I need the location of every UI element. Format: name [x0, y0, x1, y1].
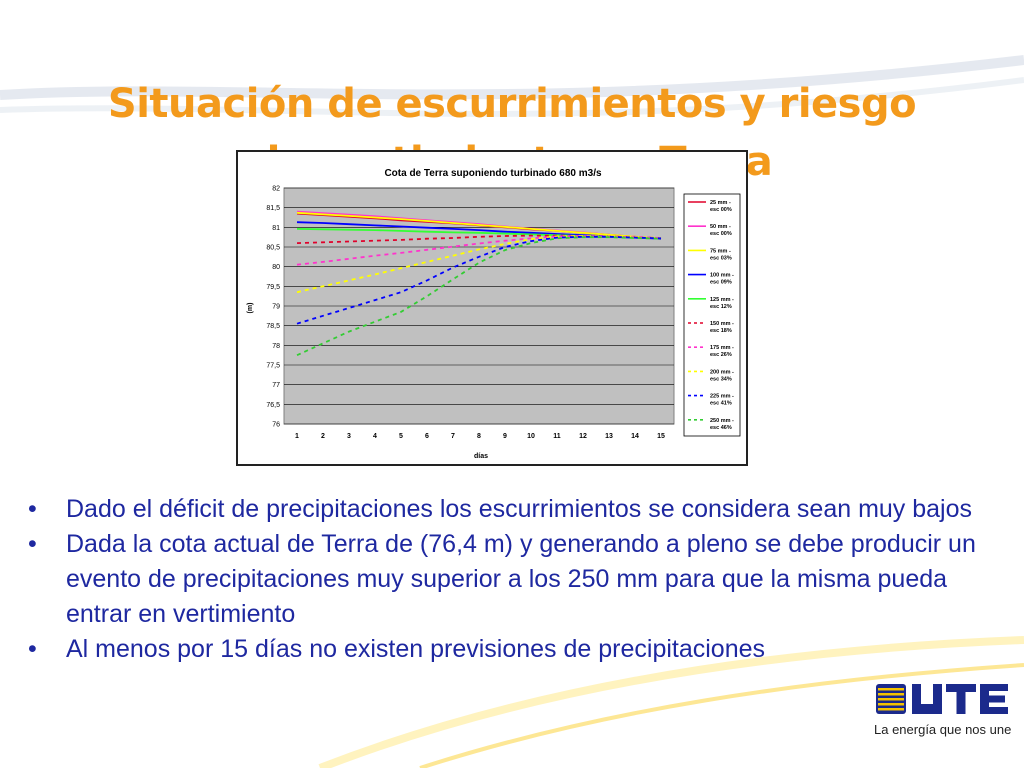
x-tick-label: 8: [477, 433, 481, 440]
chart-title: Cota de Terra suponiendo turbinado 680 m…: [384, 168, 602, 179]
legend-box: [683, 193, 741, 437]
legend-label: 225 mm -esc 41%: [710, 394, 734, 407]
y-tick-label: 79,5: [266, 284, 280, 291]
logo-tagline: La energía que nos une: [874, 722, 1012, 737]
x-axis-label: días: [474, 453, 488, 460]
bullet-glyph: •: [28, 495, 37, 523]
legend-label: 175 mm -esc 26%: [710, 345, 734, 358]
legend-label: 50 mm -esc 00%: [710, 224, 732, 237]
x-tick-label: 13: [605, 433, 613, 440]
y-tick-label: 82: [272, 186, 280, 193]
y-tick-label: 81: [272, 225, 280, 232]
bullet-item: • Dada la cota actual de Terra de (76,4 m…: [28, 527, 1018, 632]
y-tick-label: 80,5: [266, 245, 280, 252]
y-tick-label: 77,5: [266, 363, 280, 370]
series-line: [296, 235, 662, 294]
y-tick-label: 76: [272, 422, 280, 429]
y-axis-label: (m): [247, 303, 254, 314]
y-tick-label: 78: [272, 343, 280, 350]
bullet-glyph: •: [28, 635, 37, 663]
legend-label: 150 mm -esc 18%: [710, 321, 734, 334]
legend-label: 200 mm -esc 34%: [710, 369, 734, 382]
bullet-text: Dado el déficit de precipitaciones los e…: [66, 495, 973, 523]
series-line: [296, 211, 662, 240]
bullet-list: • Dado el déficit de precipitaciones los …: [28, 492, 1018, 667]
x-tick-label: 11: [553, 433, 561, 440]
bullet-glyph: •: [28, 530, 37, 558]
x-tick-label: 3: [347, 433, 351, 440]
bullet-item: • Dado el déficit de precipitaciones los …: [28, 492, 1018, 527]
slide-title-line-1: Situación de escurrimientos y riesgo: [107, 80, 917, 127]
legend-label: 75 mm -esc 03%: [710, 248, 732, 261]
y-tick-label: 79: [272, 304, 280, 311]
x-tick-label: 4: [373, 433, 377, 440]
line-chart: Cota de Terra suponiendo turbinado 680 m…: [247, 168, 741, 460]
y-tick-label: 77: [272, 382, 280, 389]
series-line: [296, 236, 662, 357]
x-tick-label: 1: [295, 433, 299, 440]
bullet-text: Dada la cota actual de Terra de (76,4 m)…: [66, 530, 976, 628]
legend-label: 25 mm -esc 00%: [710, 200, 732, 213]
y-tick-label: 80: [272, 264, 280, 271]
series-line: [296, 235, 662, 325]
x-tick-label: 9: [503, 433, 507, 440]
x-tick-label: 15: [657, 433, 665, 440]
x-tick-label: 6: [425, 433, 429, 440]
x-tick-label: 5: [399, 433, 403, 440]
legend-label: 250 mm -esc 46%: [710, 418, 734, 431]
x-tick-label: 10: [527, 433, 535, 440]
chart-frame: Cota de Terra suponiendo turbinado 680 m…: [236, 150, 748, 466]
x-tick-label: 7: [451, 433, 455, 440]
y-tick-label: 76,5: [266, 402, 280, 409]
legend-label: 125 mm -esc 12%: [710, 297, 734, 310]
y-tick-label: 78,5: [266, 323, 280, 330]
legend-label: 100 mm -esc 09%: [710, 273, 734, 286]
ute-logo-icon: [876, 684, 1008, 714]
bullet-item: • Al menos por 15 días no existen previsi…: [28, 632, 1018, 667]
ute-emblem-icon: [876, 684, 906, 714]
x-tick-label: 14: [631, 433, 639, 440]
series-line: [296, 235, 662, 266]
y-tick-label: 81,5: [266, 205, 280, 212]
x-tick-label: 2: [321, 433, 325, 440]
bullet-text: Al menos por 15 días no existen previsio…: [66, 635, 766, 663]
x-tick-label: 12: [579, 433, 587, 440]
